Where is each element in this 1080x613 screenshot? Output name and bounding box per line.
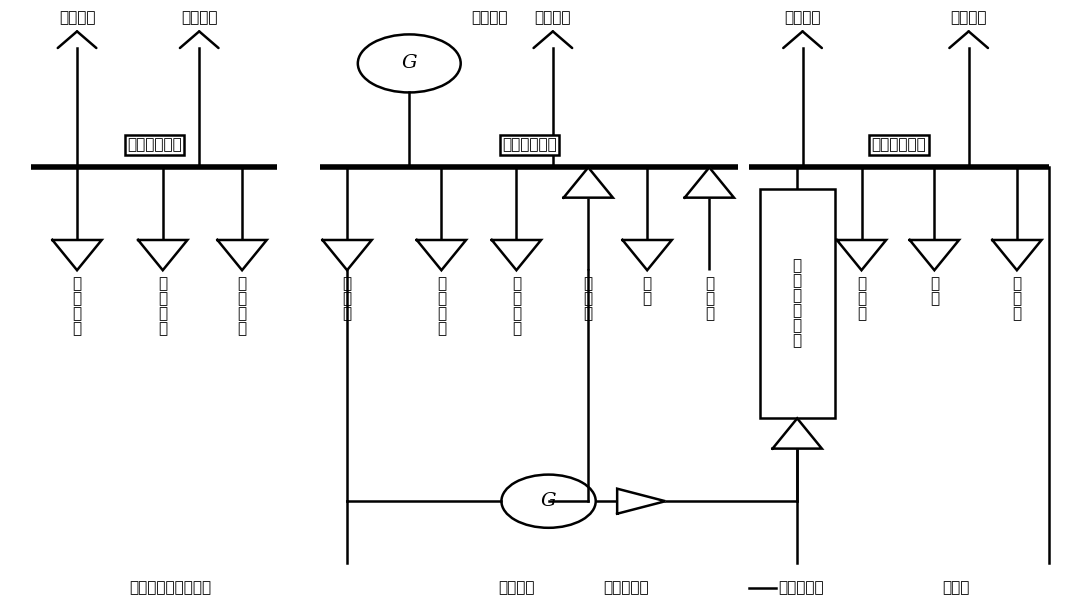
Text: G: G (541, 492, 556, 510)
Text: 汽油辅机: 汽油辅机 (498, 580, 535, 595)
Text: 消
防: 消 防 (930, 276, 939, 306)
Text: 汽油机输出: 汽油机输出 (603, 580, 649, 595)
Text: 充
电
机: 充 电 机 (705, 276, 714, 321)
Polygon shape (909, 240, 959, 270)
Polygon shape (622, 240, 672, 270)
Polygon shape (564, 167, 612, 197)
Text: 插
座: 插 座 (643, 276, 651, 306)
Text: 通信线: 通信线 (942, 580, 969, 595)
Polygon shape (417, 240, 467, 270)
Text: 液
压
支
撑: 液 压 支 撑 (158, 276, 167, 337)
Text: 机组直流母线: 机组直流母线 (872, 137, 927, 152)
Text: 快速起动线: 快速起动线 (778, 580, 824, 595)
Polygon shape (491, 240, 541, 270)
Text: 交
流
照
明: 交 流 照 明 (436, 276, 446, 337)
Text: 加
油
泵: 加 油 泵 (583, 276, 593, 321)
Text: 市电辅助: 市电辅助 (535, 10, 571, 25)
Polygon shape (138, 240, 188, 270)
Text: 柴油机组: 柴油机组 (471, 10, 508, 25)
Polygon shape (217, 240, 267, 270)
Text: 电
缆
绞
盘: 电 缆 绞 盘 (512, 276, 521, 337)
Text: 起
动
机: 起 动 机 (856, 276, 866, 321)
Polygon shape (837, 240, 887, 270)
Text: 底盘电瓶: 底盘电瓶 (58, 10, 95, 25)
Text: 机组交流母线: 机组交流母线 (502, 137, 556, 152)
Bar (759, 189, 835, 418)
Text: G: G (402, 55, 417, 72)
Text: 柴油机组主电源输出: 柴油机组主电源输出 (130, 580, 212, 595)
Text: 底盘直流母线: 底盘直流母线 (126, 137, 181, 152)
Text: 快
速
起
动
模
块: 快 速 起 动 模 块 (793, 259, 801, 348)
Text: 机组充电: 机组充电 (784, 10, 821, 25)
Polygon shape (993, 240, 1041, 270)
Text: 水
套
加
热: 水 套 加 热 (238, 276, 246, 337)
Polygon shape (685, 167, 734, 197)
Polygon shape (323, 240, 372, 270)
Polygon shape (617, 489, 665, 514)
Text: 控
制
盘: 控 制 盘 (1012, 276, 1022, 321)
Polygon shape (772, 418, 822, 449)
Text: 接
线
仓: 接 线 仓 (342, 276, 352, 321)
Text: 机组电瓶: 机组电瓶 (950, 10, 987, 25)
Polygon shape (53, 240, 102, 270)
Text: 底盘充电: 底盘充电 (181, 10, 217, 25)
Text: 直
流
照
明: 直 流 照 明 (72, 276, 82, 337)
